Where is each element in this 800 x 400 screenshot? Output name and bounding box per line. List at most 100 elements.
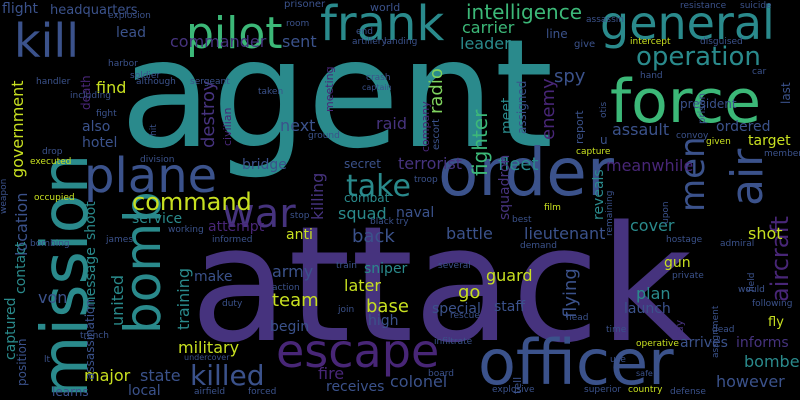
- word: bombing: [30, 239, 70, 249]
- word: otis: [599, 101, 609, 118]
- word: major: [84, 366, 131, 385]
- word: enemy: [538, 78, 559, 140]
- word: fire: [318, 364, 345, 383]
- word: begin: [270, 319, 310, 335]
- word: fight: [96, 109, 117, 119]
- word: command: [132, 188, 252, 216]
- word: drop: [42, 147, 63, 157]
- word: high: [368, 313, 399, 329]
- word: duty: [222, 299, 243, 309]
- word: target: [748, 133, 791, 149]
- word: assigned: [515, 80, 529, 134]
- word: world: [370, 1, 401, 14]
- word: convoy: [676, 131, 709, 141]
- word: carrier: [462, 18, 515, 37]
- word: contact: [13, 241, 29, 294]
- word: intercept: [630, 37, 671, 47]
- word: given: [706, 137, 731, 147]
- word: demand: [520, 241, 557, 251]
- word: would: [738, 285, 765, 295]
- word: dead: [712, 325, 735, 335]
- word: stop: [290, 211, 310, 221]
- word: make: [194, 269, 233, 285]
- word: launch: [624, 301, 671, 317]
- word: however: [716, 372, 785, 391]
- word: rescue: [450, 311, 480, 321]
- word: officer: [478, 326, 674, 399]
- word: best: [512, 215, 532, 225]
- word: meet: [499, 97, 515, 134]
- word: hotel: [82, 135, 118, 151]
- word: local: [128, 383, 161, 399]
- word: train: [336, 261, 357, 271]
- word: remaining: [605, 190, 615, 236]
- word: united: [108, 275, 127, 326]
- word: ordered: [716, 119, 771, 135]
- word: squad: [338, 204, 387, 223]
- word: government: [8, 80, 27, 178]
- word: sergeant: [190, 77, 230, 87]
- word: flying: [560, 268, 581, 318]
- word: combat: [344, 191, 390, 205]
- word: informed: [212, 235, 253, 245]
- word: learns: [52, 385, 89, 399]
- word: operative: [636, 339, 679, 349]
- word: country: [628, 385, 663, 395]
- word: lead: [116, 25, 146, 41]
- word: tell: [511, 376, 524, 394]
- word: von: [38, 288, 68, 307]
- word: next: [280, 116, 316, 135]
- word: prison: [697, 93, 708, 124]
- word: last: [779, 82, 793, 104]
- word: division: [140, 155, 175, 165]
- word: join: [338, 305, 355, 315]
- word: trench: [80, 331, 109, 341]
- word: several: [438, 261, 471, 271]
- word: plane: [84, 148, 218, 204]
- word: harbor: [108, 59, 138, 69]
- word: agent: [120, 8, 554, 182]
- word: day: [673, 319, 686, 340]
- word: killing: [308, 172, 327, 220]
- word: flight: [2, 1, 38, 17]
- word: captain: [362, 83, 392, 92]
- word: raid: [376, 114, 407, 133]
- word: prisoner: [284, 0, 326, 10]
- word: operation: [636, 42, 761, 72]
- word: report: [573, 110, 586, 144]
- word: pilot: [186, 8, 283, 59]
- word: attack: [190, 191, 693, 378]
- word: lieutenant: [524, 224, 606, 243]
- word: upon: [661, 201, 671, 224]
- word: reveals: [591, 169, 607, 220]
- word: take: [346, 169, 411, 204]
- word: james: [106, 235, 134, 245]
- word: give: [574, 39, 596, 50]
- word: airfield: [194, 387, 226, 397]
- word: naval: [396, 205, 435, 221]
- word: defense: [670, 387, 706, 397]
- word: shot: [748, 224, 783, 243]
- word: capture: [576, 147, 611, 157]
- word: landing: [384, 37, 418, 47]
- word: although: [136, 77, 176, 87]
- word: receives: [326, 379, 385, 395]
- word: admiral: [720, 239, 755, 249]
- word: fly: [768, 315, 784, 330]
- word: executed: [30, 157, 72, 167]
- word: disguised: [700, 37, 743, 47]
- word: forced: [248, 387, 277, 397]
- word: gun: [664, 255, 691, 271]
- word: secret: [344, 157, 381, 171]
- word: film: [544, 203, 561, 213]
- word: training: [174, 268, 193, 330]
- word: end: [356, 27, 373, 37]
- word: handler: [36, 77, 71, 87]
- word: spy: [554, 66, 586, 87]
- word: lt: [44, 355, 51, 365]
- word: troop: [414, 175, 438, 185]
- word: crash: [366, 73, 391, 83]
- word: infiltrate: [434, 337, 473, 347]
- word: fighter: [468, 109, 492, 176]
